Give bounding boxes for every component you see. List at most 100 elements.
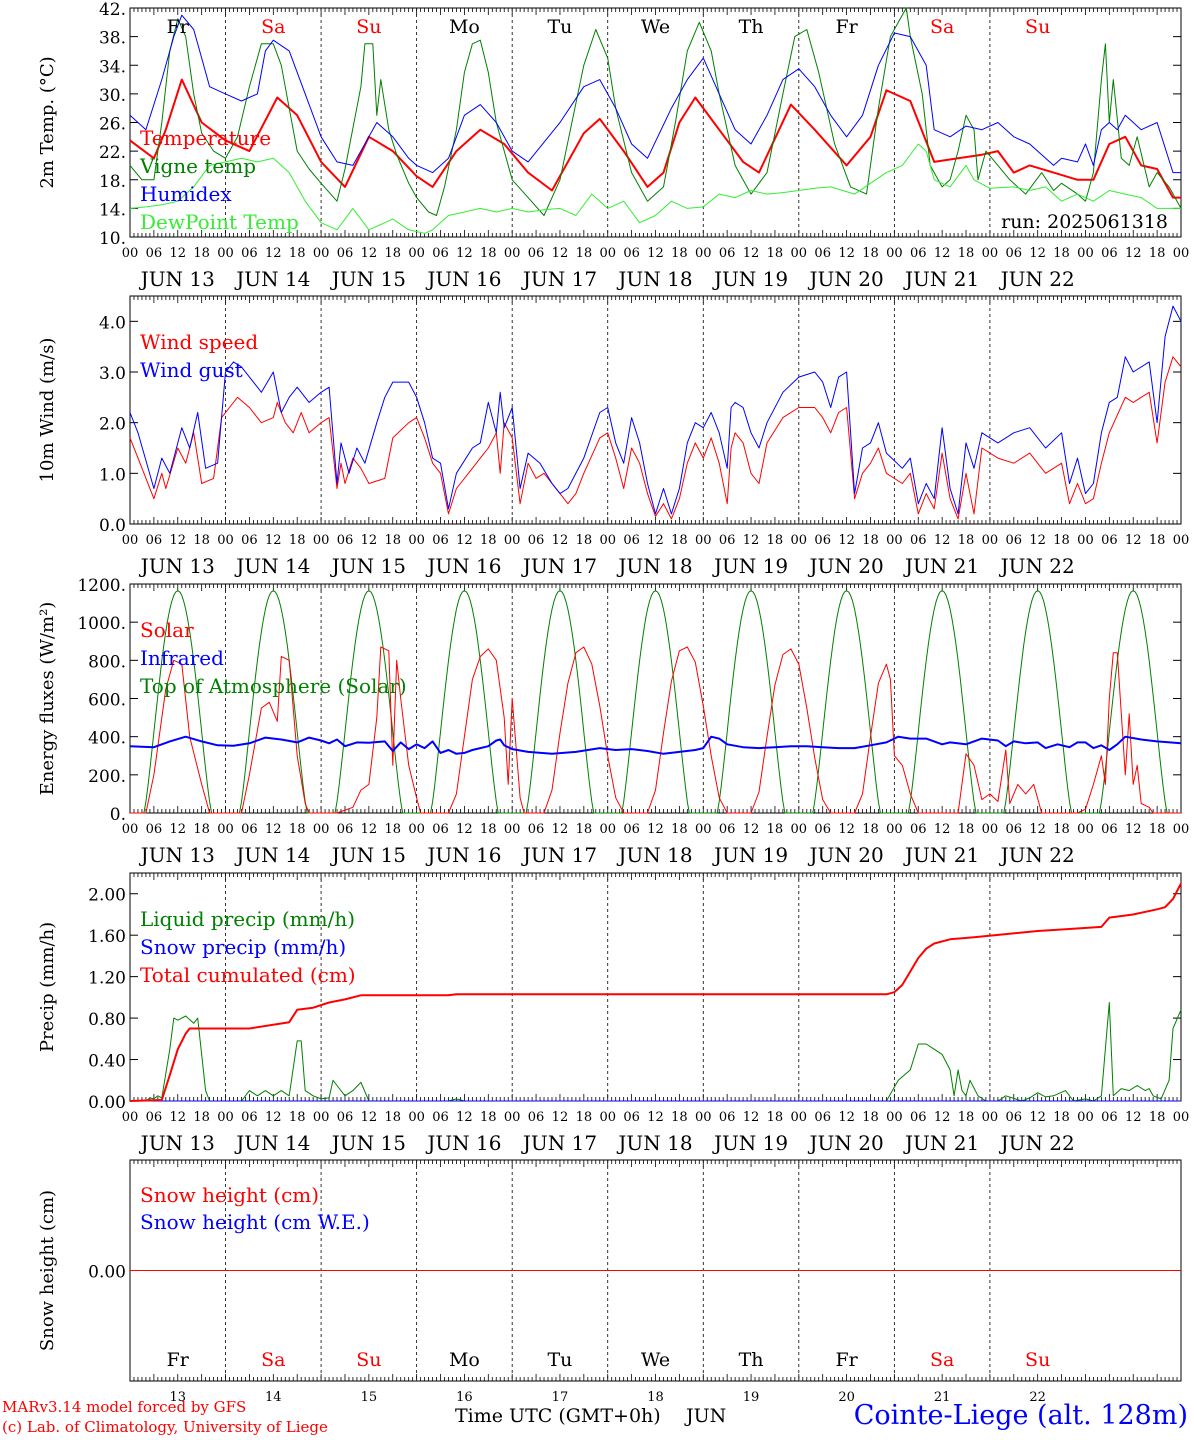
station-label: Cointe-Liege (alt. 128m) xyxy=(853,1400,1188,1431)
x-hour-label: 00 xyxy=(408,1110,425,1125)
x-hour-label: 12 xyxy=(169,533,186,548)
x-hour-label: 00 xyxy=(504,1110,521,1125)
x-date-label: JUN 21 xyxy=(903,267,979,291)
x-hour-label: 00 xyxy=(217,246,234,261)
x-hour-label: 06 xyxy=(1006,822,1023,837)
x-hour-label: 12 xyxy=(552,1110,569,1125)
x-hour-label: 06 xyxy=(719,246,736,261)
x-hour-label: 18 xyxy=(671,246,688,261)
x-hour-label: 12 xyxy=(1125,822,1142,837)
series-total-cumulated-cm xyxy=(129,882,1182,1102)
x-date-label: JUN 21 xyxy=(903,843,979,867)
weekday-label: We xyxy=(641,1349,670,1371)
x-date-label: JUN 14 xyxy=(234,554,310,578)
legend-entry: Snow precip (mm/h) xyxy=(140,935,346,959)
x-hour-label: 00 xyxy=(886,1110,903,1125)
y-tick-label: 1200. xyxy=(77,576,126,596)
y-tick-label: 3.0 xyxy=(99,364,126,384)
series-top-of-atmosphere-solar xyxy=(130,590,1181,814)
legend-entry: Total cumulated (cm) xyxy=(140,963,356,987)
y-tick-label: 34. xyxy=(99,57,126,77)
x-hour-label: 18 xyxy=(480,822,497,837)
x-hour-label: 18 xyxy=(1149,246,1166,261)
x-date-label: JUN 16 xyxy=(425,843,501,867)
day-number-label: 14 xyxy=(265,1390,282,1405)
x-hour-label: 12 xyxy=(838,533,855,548)
x-hour-label: 00 xyxy=(1077,822,1094,837)
plot-frame xyxy=(129,295,1182,525)
x-date-label: JUN 21 xyxy=(903,554,979,578)
x-hour-label: 00 xyxy=(313,246,330,261)
x-hour-label: 06 xyxy=(528,822,545,837)
time-axis-title: Time UTC (GMT+0h) xyxy=(455,1405,661,1427)
hour-ticks xyxy=(129,584,1182,813)
x-date-label: JUN 20 xyxy=(807,554,883,578)
x-hour-label: 06 xyxy=(1006,533,1023,548)
x-date-label: JUN 19 xyxy=(712,1131,788,1155)
x-hour-label: 00 xyxy=(599,533,616,548)
x-hour-label: 12 xyxy=(456,1110,473,1125)
day-number-label: 16 xyxy=(456,1390,473,1405)
x-hour-label: 12 xyxy=(361,246,378,261)
weekday-label: We xyxy=(641,16,670,38)
day-number-label: 21 xyxy=(934,1390,951,1405)
day-number-label: 18 xyxy=(647,1390,664,1405)
x-hour-label: 06 xyxy=(528,533,545,548)
x-hour-label: 12 xyxy=(1125,533,1142,548)
x-date-label: JUN 13 xyxy=(139,267,215,291)
plot-frame xyxy=(129,583,1182,814)
x-hour-label: 00 xyxy=(1173,533,1190,548)
x-hour-label: 00 xyxy=(982,822,999,837)
y-axis-label: Snow height (cm) xyxy=(37,1190,58,1351)
y-tick-label: 1.20 xyxy=(88,969,126,989)
x-hour-label: 06 xyxy=(1006,1110,1023,1125)
legend-entry: Liquid precip (mm/h) xyxy=(140,907,355,931)
x-hour-label: 12 xyxy=(265,533,282,548)
x-hour-label: 00 xyxy=(408,533,425,548)
y-tick-label: 400. xyxy=(88,729,126,749)
x-date-label: JUN 21 xyxy=(903,1131,979,1155)
x-hour-label: 06 xyxy=(241,533,258,548)
x-hour-label: 12 xyxy=(743,822,760,837)
x-date-label: JUN 22 xyxy=(999,554,1075,578)
x-hour-label: 12 xyxy=(743,1110,760,1125)
x-hour-label: 18 xyxy=(1053,1110,1070,1125)
x-hour-label: 18 xyxy=(480,246,497,261)
x-hour-label: 18 xyxy=(1053,533,1070,548)
x-date-label: JUN 14 xyxy=(234,1131,310,1155)
x-hour-label: 12 xyxy=(361,822,378,837)
x-hour-label: 06 xyxy=(910,246,927,261)
hour-ticks xyxy=(129,8,1182,237)
series-infrared xyxy=(129,735,1182,755)
series-dewpoint-temp xyxy=(129,143,1181,234)
x-hour-label: 18 xyxy=(289,246,306,261)
x-hour-label: 06 xyxy=(1101,1110,1118,1125)
x-hour-label: 18 xyxy=(193,533,210,548)
weekday-label: Fr xyxy=(167,1349,190,1371)
legend-entry: Solar xyxy=(140,618,194,642)
x-hour-label: 12 xyxy=(647,822,664,837)
x-date-label: JUN 17 xyxy=(521,267,597,291)
x-hour-label: 00 xyxy=(1173,1110,1190,1125)
x-date-label: JUN 18 xyxy=(616,1131,692,1155)
y-axis-label: 10m Wind (m/s) xyxy=(37,338,58,483)
plot-frame xyxy=(129,7,1182,238)
y-tick-label: 0.40 xyxy=(88,1052,126,1072)
weekday-label: Tu xyxy=(547,16,572,38)
x-hour-label: 06 xyxy=(719,533,736,548)
x-hour-label: 12 xyxy=(934,533,951,548)
x-date-label: JUN 19 xyxy=(712,267,788,291)
y-tick-label: 22. xyxy=(99,143,126,163)
x-hour-label: 12 xyxy=(934,246,951,261)
x-hour-label: 12 xyxy=(169,1110,186,1125)
y-tick-label: 1.0 xyxy=(99,465,126,485)
y-tick-label: 800. xyxy=(88,652,126,672)
y-tick-label: 200. xyxy=(88,767,126,787)
x-hour-label: 18 xyxy=(480,533,497,548)
x-hour-label: 00 xyxy=(886,246,903,261)
x-hour-label: 18 xyxy=(576,246,593,261)
model-credit: MARv3.14 model forced by GFS xyxy=(2,1398,247,1416)
x-hour-label: 12 xyxy=(456,246,473,261)
x-hour-label: 06 xyxy=(432,1110,449,1125)
x-hour-label: 12 xyxy=(456,822,473,837)
